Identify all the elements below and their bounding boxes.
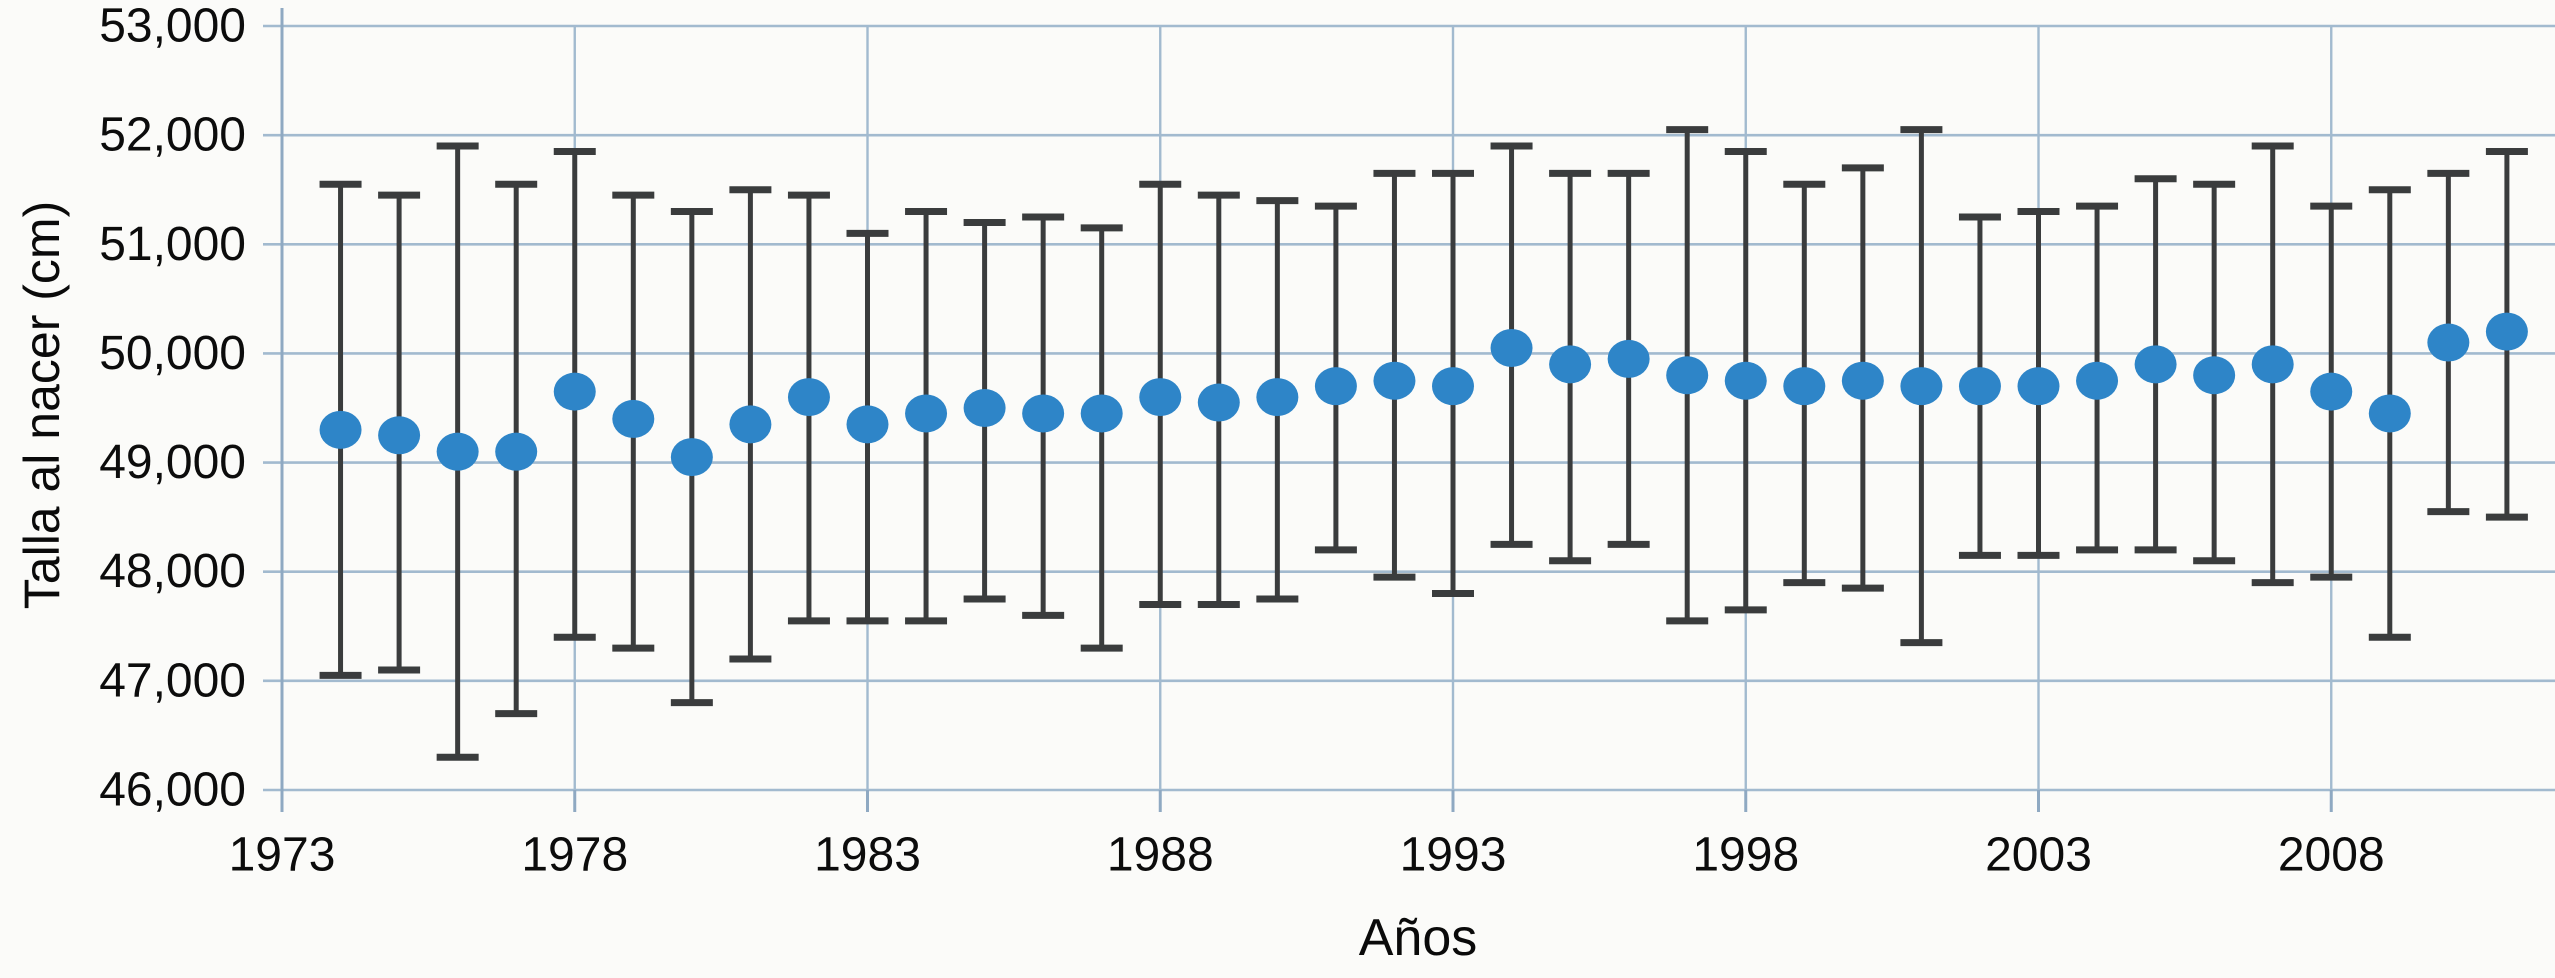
data-point-1999 bbox=[1783, 367, 1826, 406]
data-point-1985 bbox=[963, 389, 1006, 427]
data-point-1980 bbox=[670, 438, 713, 477]
data-point-2001 bbox=[1900, 367, 1943, 406]
data-point-1982 bbox=[787, 378, 830, 417]
data-point-2002 bbox=[1958, 367, 2001, 406]
data-point-1974 bbox=[319, 410, 362, 449]
data-point-1996 bbox=[1607, 339, 1650, 378]
data-point-1978 bbox=[553, 372, 596, 411]
data-point-2010 bbox=[2427, 323, 2470, 362]
data-point-2008 bbox=[2310, 372, 2353, 411]
data-point-2004 bbox=[2076, 361, 2119, 400]
y-tick-label-48: 48,000 bbox=[99, 545, 246, 598]
data-point-1986 bbox=[1022, 394, 1065, 433]
x-axis-title: Años bbox=[1358, 909, 1478, 967]
data-point-1988 bbox=[1139, 378, 1182, 417]
data-point-2009 bbox=[2368, 394, 2411, 433]
x-tick-label-1988: 1988 bbox=[1107, 829, 1214, 882]
data-point-2005 bbox=[2134, 345, 2177, 384]
data-point-1991 bbox=[1314, 367, 1357, 406]
data-point-2006 bbox=[2193, 356, 2236, 395]
y-tick-label-46: 46,000 bbox=[99, 764, 246, 817]
data-point-2003 bbox=[2017, 367, 2060, 406]
x-tick-label-1973: 1973 bbox=[229, 829, 336, 882]
x-tick-label-1983: 1983 bbox=[814, 829, 921, 882]
y-axis-title: Talla al nacer (cm) bbox=[14, 200, 70, 610]
data-point-1987 bbox=[1080, 394, 1123, 433]
data-point-1983 bbox=[846, 405, 889, 444]
y-tick-label-52: 52,000 bbox=[99, 109, 246, 162]
data-point-1975 bbox=[378, 416, 421, 455]
x-tick-label-2008: 2008 bbox=[2278, 829, 2385, 882]
data-point-1984 bbox=[905, 394, 948, 433]
data-point-1997 bbox=[1666, 356, 1709, 395]
data-point-1976 bbox=[436, 432, 479, 471]
data-point-2011 bbox=[2485, 312, 2528, 351]
data-point-1994 bbox=[1490, 328, 1533, 367]
data-point-1989 bbox=[1197, 383, 1240, 422]
data-point-2007 bbox=[2251, 345, 2294, 384]
y-tick-label-51: 51,000 bbox=[99, 218, 246, 271]
x-tick-label-2003: 2003 bbox=[1985, 829, 2092, 882]
y-tick-label-47: 47,000 bbox=[99, 654, 246, 707]
data-point-1981 bbox=[729, 405, 772, 444]
y-tick-label-49: 49,000 bbox=[99, 436, 246, 489]
x-tick-label-1993: 1993 bbox=[1400, 829, 1507, 882]
data-point-1977 bbox=[495, 432, 538, 471]
data-point-1998 bbox=[1724, 361, 1767, 400]
data-point-1992 bbox=[1373, 361, 1416, 400]
y-tick-label-53: 53,000 bbox=[99, 0, 246, 53]
data-point-1993 bbox=[1432, 367, 1474, 406]
y-tick-label-50: 50,000 bbox=[99, 327, 246, 380]
x-tick-label-1978: 1978 bbox=[521, 829, 628, 882]
data-point-1990 bbox=[1256, 378, 1299, 417]
data-point-2000 bbox=[1841, 361, 1884, 400]
x-tick-label-1998: 1998 bbox=[1692, 829, 1799, 882]
data-point-1995 bbox=[1549, 345, 1592, 384]
data-point-1979 bbox=[612, 399, 655, 438]
